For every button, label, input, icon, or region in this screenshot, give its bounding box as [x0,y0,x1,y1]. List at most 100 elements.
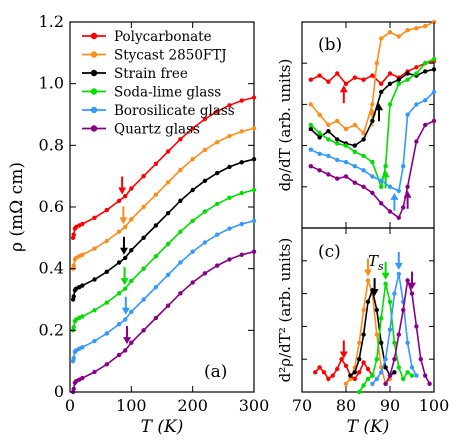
data-point [251,249,257,254]
data-point [343,174,349,179]
data-point [202,116,208,122]
data-point [423,61,428,66]
data-point [92,308,97,313]
panel-a-series-group [70,95,257,395]
transition-arrowhead-strain-free [370,289,379,297]
data-point [317,112,322,117]
data-point [141,235,146,240]
panel-a-ticks: 0 100 200 300 0 0.2 0.4 0.6 0.8 1.0 1.2 [39,12,270,415]
data-point [317,365,322,370]
data-point [71,263,76,268]
data-point [215,109,220,114]
data-point [361,184,366,189]
data-point [215,140,220,145]
y-tick-label: 0.6 [39,197,64,216]
data-point [379,184,384,189]
data-point [123,194,128,199]
series-quartz-glass [308,118,437,220]
legend-label-soda-lime-glass: Soda-lime glass [114,85,221,101]
data-point [374,332,379,337]
data-point [308,102,313,107]
data-point [379,340,384,345]
data-point [153,285,159,290]
data-point [374,376,379,382]
panel-b-ticks [301,22,435,228]
data-point [335,137,340,142]
data-point [123,224,128,230]
data-point [313,370,318,375]
data-point [215,263,220,268]
data-point [335,118,340,124]
x-tick-label: 100 [419,396,450,415]
data-point [370,159,375,165]
data-point [251,218,257,224]
y-tick-label: 0.2 [39,320,64,339]
data-point [308,77,313,82]
data-point [326,79,331,84]
data-point [352,370,357,375]
data-point [190,280,195,285]
data-point [357,357,362,362]
x-tick-label: 80 [336,396,356,415]
series-polycarbonate [313,340,375,382]
data-point [405,370,410,375]
data-point [165,180,171,185]
legend-label-stycast-2850ftj: Stycast 2850FTJ [114,48,227,64]
data-point [123,255,128,261]
data-point [178,198,183,203]
data-point [379,201,384,206]
data-point [326,153,331,159]
panel-c-xlabel: T (K) [347,417,390,437]
data-point [190,157,195,162]
data-point [190,249,195,254]
data-point [165,149,171,154]
data-point [387,102,393,107]
data-point [414,139,419,144]
data-point [392,291,397,296]
data-point [251,157,257,162]
data-point [80,221,85,227]
data-point [409,365,415,370]
data-point [392,370,397,375]
data-point [387,81,393,87]
data-point [116,291,122,296]
data-point [348,373,353,378]
y-tick-label: 1.2 [39,12,64,31]
data-point [383,365,388,370]
data-point [343,143,349,148]
data-point [326,172,331,177]
data-point [239,252,244,257]
series-line-borosilicate-glass [72,220,255,362]
data-point [335,71,340,76]
data-point [409,373,415,378]
data-point [141,297,146,302]
data-point [104,300,110,305]
data-point [418,357,423,362]
data-point [251,95,257,100]
data-point [392,357,397,362]
x-tick-label: 100 [116,396,147,415]
data-point [80,314,85,319]
data-point [387,71,393,76]
data-point [387,327,393,332]
data-point [80,283,85,288]
data-point [361,77,366,82]
data-point [165,303,171,308]
data-point [153,315,159,321]
data-point [370,73,375,78]
data-point [202,147,208,153]
data-point [116,322,122,327]
data-point [379,81,384,87]
data-point [71,294,76,299]
panel-c-ticks: 70 80 90 100 [292,228,449,415]
x-tick-label: 90 [380,396,400,415]
transition-arrowhead-stycast-2850ftj [364,269,372,277]
data-point [352,122,357,128]
data-point [190,126,195,131]
data-point [431,89,437,95]
data-point [361,360,366,365]
transition-arrowhead-quartz-glass [408,282,416,290]
data-point [80,375,85,381]
data-point [190,187,195,193]
